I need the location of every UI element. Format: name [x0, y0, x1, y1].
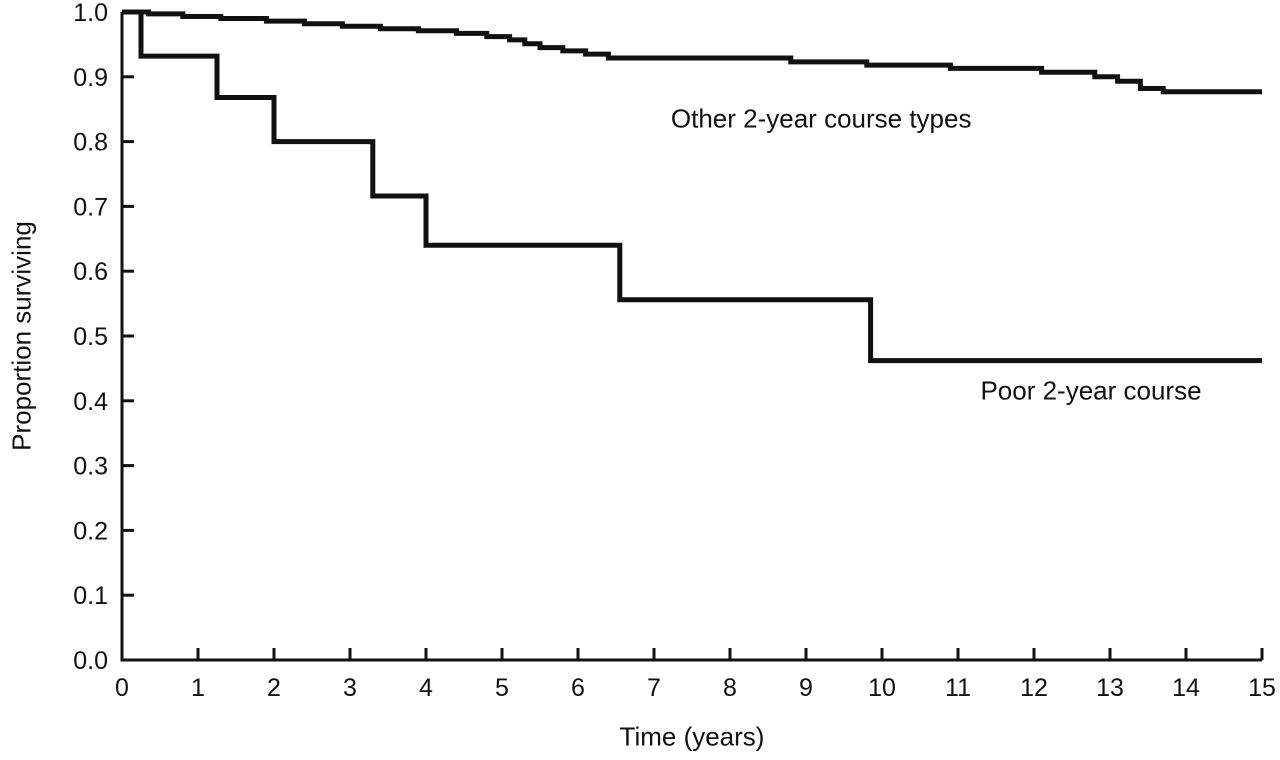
x-tick-label: 2: [267, 674, 281, 702]
annotation-other-course-label: Other 2-year course types: [670, 103, 972, 134]
axes: [120, 12, 1262, 662]
y-tick-label: 0.0: [73, 647, 108, 675]
x-tick-label: 0: [115, 674, 129, 702]
x-tick-label: 4: [419, 674, 433, 702]
x-tick-label: 10: [868, 674, 896, 702]
y-tick-label: 0.7: [73, 193, 108, 221]
x-tick-label: 1: [191, 674, 205, 702]
x-tick-label: 6: [571, 674, 585, 702]
x-tick-label: 3: [343, 674, 357, 702]
y-tick-label: 0.6: [73, 258, 108, 286]
x-tick-label: 5: [495, 674, 509, 702]
y-tick-label: 0.9: [73, 64, 108, 92]
y-tick-label: 0.5: [73, 323, 108, 351]
y-tick-label: 0.8: [73, 129, 108, 157]
y-tick-label: 0.2: [73, 517, 108, 545]
x-tick-label: 13: [1096, 674, 1124, 702]
annotation-poor-course-label: Poor 2-year course: [980, 375, 1202, 406]
x-tick-label: 11: [945, 674, 971, 702]
y-tick-label: 1.0: [73, 0, 108, 27]
x-tick-label: 14: [1172, 674, 1200, 702]
y-axis-title: Proportion surviving: [6, 221, 37, 451]
y-tick-label: 0.4: [73, 388, 108, 416]
x-tick-label: 8: [723, 674, 737, 702]
y-tick-label: 0.3: [73, 453, 108, 481]
series-line-1: [122, 9, 1262, 364]
x-tick-label: 12: [1020, 674, 1048, 702]
x-tick-label: 9: [799, 674, 813, 702]
y-tick-label: 0.1: [73, 582, 108, 610]
x-tick-label: 7: [647, 674, 661, 702]
x-axis-title: Time (years): [619, 721, 765, 752]
series-line-0: [122, 9, 1262, 95]
x-tick-label: 15: [1248, 674, 1276, 702]
